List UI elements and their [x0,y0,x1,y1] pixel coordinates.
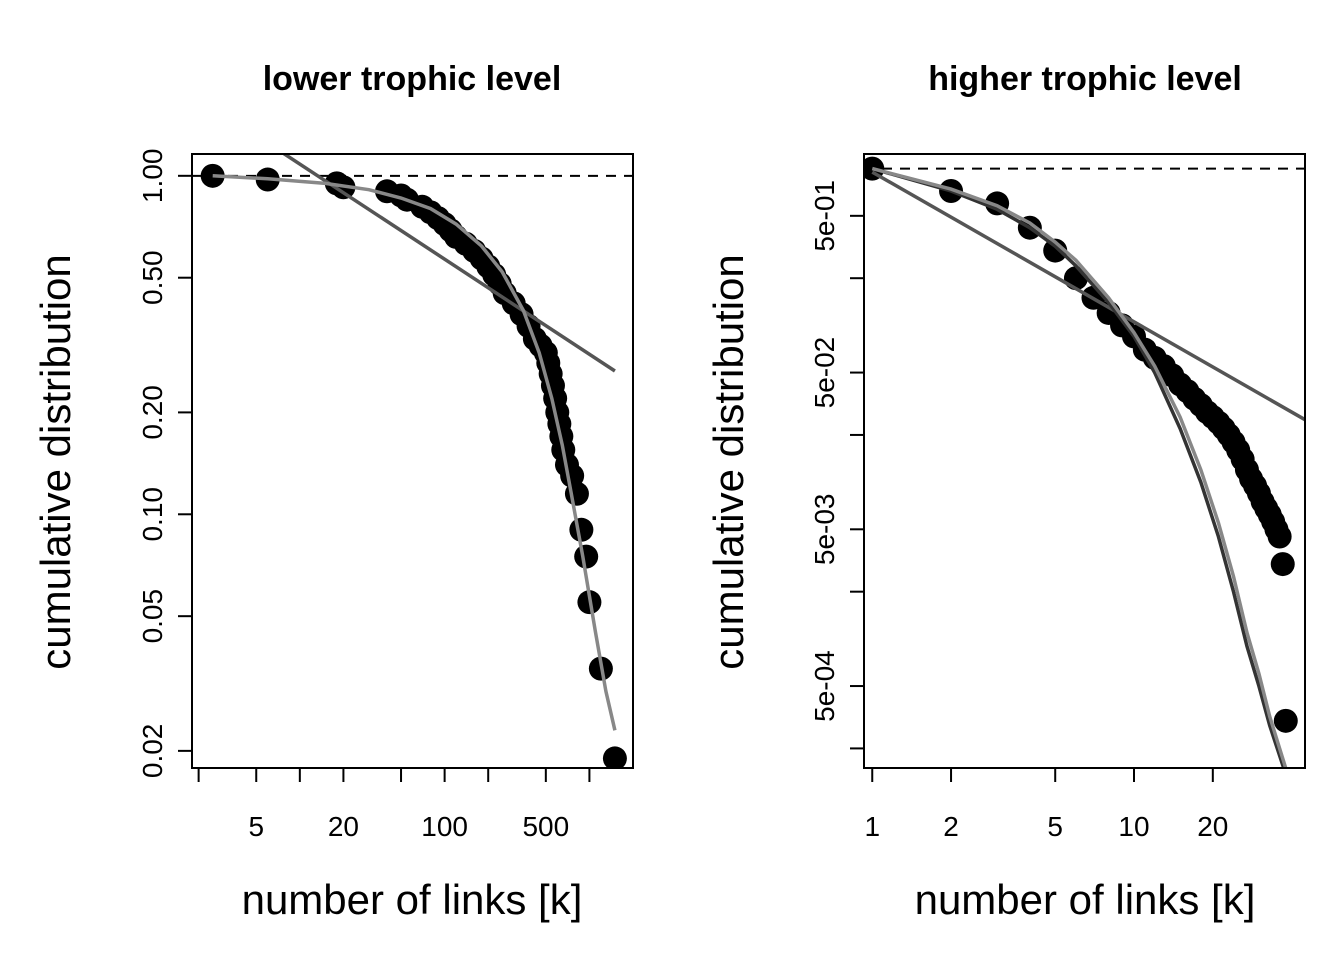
axis-layer: 5 20 100 500 0.02 0.05 0.10 0.20 0.50 1.00 [137,149,591,842]
panel-title: lower trophic level [263,60,562,98]
x-tick-label: 500 [522,811,569,842]
plot-area [864,156,1305,768]
y-tick-label: 0.10 [137,487,168,542]
x-tick-label: 10 [1118,811,1149,842]
y-tick-label: 1.00 [137,149,168,204]
series-layer [864,156,1305,768]
plot-area [200,154,627,768]
data-point [569,517,594,542]
data-point [602,746,627,768]
y-tick-label: 5e-03 [809,493,840,565]
y-tick-label: 5e-04 [809,650,840,722]
fit-line [871,166,1286,768]
x-tick-label: 5 [1047,811,1063,842]
fit-line [281,154,616,373]
x-tick-label: 20 [328,811,359,842]
x-tick-label: 5 [248,811,264,842]
y-tick-label: 0.50 [137,250,168,305]
panel-title: higher trophic level [928,60,1242,98]
data-point [1273,708,1298,733]
y-tick-label: 0.02 [137,724,168,779]
y-tick-label: 5e-02 [809,337,840,409]
plot-frame [191,153,634,769]
plot-frame [863,153,1306,769]
data-point [1270,552,1295,577]
x-axis-label: number of links [k] [915,876,1256,923]
y-axis-label: cumulative distribution [705,254,752,670]
axis-layer: 1 2 5 10 20 5e-04 5e-03 5e-02 5e-01 [809,180,1228,842]
x-axis-label: number of links [k] [242,876,583,923]
fit-line [212,174,617,731]
x-tick-label: 1 [864,811,880,842]
fit-line [871,166,1288,768]
data-point [1267,524,1292,549]
y-tick-label: 0.05 [137,589,168,644]
series-layer [200,154,627,768]
x-tick-label: 100 [421,811,468,842]
y-tick-label: 0.20 [137,385,168,440]
x-tick-label: 20 [1197,811,1228,842]
y-tick-label: 5e-01 [809,180,840,252]
y-axis-label: cumulative distribution [32,254,79,670]
x-tick-label: 2 [943,811,959,842]
fit-line [871,170,1305,422]
panel-higher-trophic-level: higher trophic level number of links [k]… [705,60,1306,923]
data-point [200,163,225,188]
data-point [574,544,599,569]
panel-lower-trophic-level: lower trophic level number of links [k] … [32,60,634,923]
data-point [1043,238,1068,263]
